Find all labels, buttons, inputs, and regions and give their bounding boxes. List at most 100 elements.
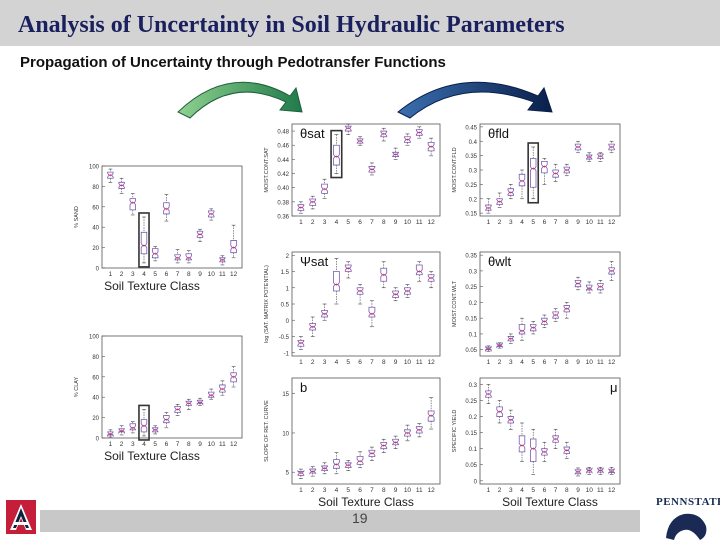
box-3: + (129, 421, 136, 434)
x-tick-label: 5 (531, 359, 535, 366)
highlight-box (138, 212, 150, 268)
y-tick-label: 80 (92, 355, 99, 361)
x-tick-label: 3 (323, 487, 327, 494)
box-7: + (174, 249, 181, 264)
x-tick-label: 10 (404, 359, 412, 366)
plot-frame (101, 165, 243, 269)
x-tick-label: 5 (531, 219, 535, 226)
median-marker: + (577, 470, 580, 476)
box-body (333, 144, 340, 166)
median-marker: + (521, 443, 524, 449)
x-tick-label: 5 (153, 271, 157, 278)
x-tick-label: 7 (370, 487, 374, 494)
box-9: + (392, 147, 399, 160)
y-tick-label: 10 (282, 431, 289, 437)
y-tick-label: 0.15 (465, 212, 477, 218)
median-marker: + (599, 154, 602, 160)
y-tick-label: 0.46 (277, 144, 289, 150)
box-3: + (321, 462, 328, 475)
median-marker: + (588, 155, 591, 161)
median-marker: + (610, 145, 613, 151)
median-marker: + (323, 312, 326, 318)
median-marker: + (577, 145, 580, 151)
x-tick-label: 1 (299, 219, 303, 226)
x-tick-label: 4 (142, 441, 146, 448)
plot-theta_wlt: 0.050.10.150.20.250.30.351 2 3 4 5 6 7 8 9 10 11 12… (452, 251, 621, 366)
box-7: + (368, 446, 376, 461)
y-tick-label: 0 (96, 267, 100, 273)
median-marker: + (299, 206, 302, 212)
y-tick-label: 0.05 (465, 463, 477, 469)
median-marker: + (176, 256, 179, 262)
x-tick-label: 2 (311, 487, 315, 494)
y-tick-label: 0.25 (465, 183, 477, 189)
x-tick-label: 8 (565, 219, 569, 226)
box-11: + (415, 126, 423, 139)
box-8: + (380, 261, 388, 289)
plot-frame (479, 251, 621, 357)
y-tick-label: 60 (92, 205, 99, 211)
y-tick-label: 5 (286, 471, 290, 477)
x-tick-label: 8 (187, 271, 191, 278)
median-marker: + (335, 283, 338, 289)
x-tick-label: 4 (520, 219, 524, 226)
box-4: + (518, 422, 526, 462)
y-tick-label: 0.3 (469, 269, 478, 275)
x-tick-label: 6 (165, 271, 169, 278)
x-tick-label: 3 (509, 219, 513, 226)
box-body (333, 271, 340, 292)
x-tick-label: 6 (543, 487, 547, 494)
median-marker: + (394, 440, 397, 446)
y-tick-label: 0.2 (469, 301, 478, 307)
median-marker: + (120, 429, 123, 435)
median-marker: + (394, 292, 397, 298)
plot-frame (479, 123, 621, 217)
median-marker: + (509, 418, 512, 424)
plot-frame (479, 377, 621, 485)
box-1: + (485, 345, 492, 353)
median-marker: + (554, 313, 557, 319)
median-marker: + (430, 145, 433, 151)
x-tick-label: 1 (299, 359, 303, 366)
x-tick-label: 2 (311, 219, 315, 226)
green-arrow-icon (177, 81, 303, 119)
median-marker: + (599, 285, 602, 291)
median-marker: + (199, 400, 202, 406)
x-tick-label: 2 (120, 271, 124, 278)
y-tick-label: 0.35 (465, 154, 477, 160)
median-marker: + (406, 138, 409, 144)
box-1: + (297, 336, 305, 350)
box-1: + (297, 468, 305, 479)
box-4: + (518, 317, 526, 341)
box-4: + (518, 169, 526, 200)
median-marker: + (311, 200, 314, 206)
median-marker: + (521, 329, 524, 335)
university-logo-icon (6, 500, 36, 534)
x-tick-label: 2 (311, 359, 315, 366)
y-tick-label: 0.05 (465, 348, 477, 354)
box-10: + (208, 388, 215, 400)
box-3: + (321, 178, 328, 199)
median-marker: + (176, 407, 179, 413)
plot-theta_sat: 0.360.380.400.420.440.460.481 2 3 4 5 6 7 8 9 10 1… (264, 123, 441, 226)
x-tick-label: 8 (382, 359, 386, 366)
box-5: + (530, 429, 537, 475)
box-body (230, 240, 237, 254)
box-11: + (597, 280, 604, 294)
x-tick-label: 8 (382, 219, 386, 226)
y-axis-label: MOIST.CONT.SAT (264, 147, 270, 193)
median-marker: + (221, 387, 224, 393)
median-marker: + (299, 471, 302, 477)
median-marker: + (210, 393, 213, 399)
box-5: + (530, 321, 537, 335)
x-tick-label: 4 (335, 219, 339, 226)
y-tick-label: -0.5 (279, 335, 290, 341)
panel-label: θsat (300, 126, 325, 141)
x-tick-label: 3 (509, 359, 513, 366)
x-tick-label: 10 (404, 219, 412, 226)
box-9: + (574, 467, 582, 477)
median-marker: + (588, 469, 591, 475)
x-tick-label: 11 (416, 359, 423, 366)
